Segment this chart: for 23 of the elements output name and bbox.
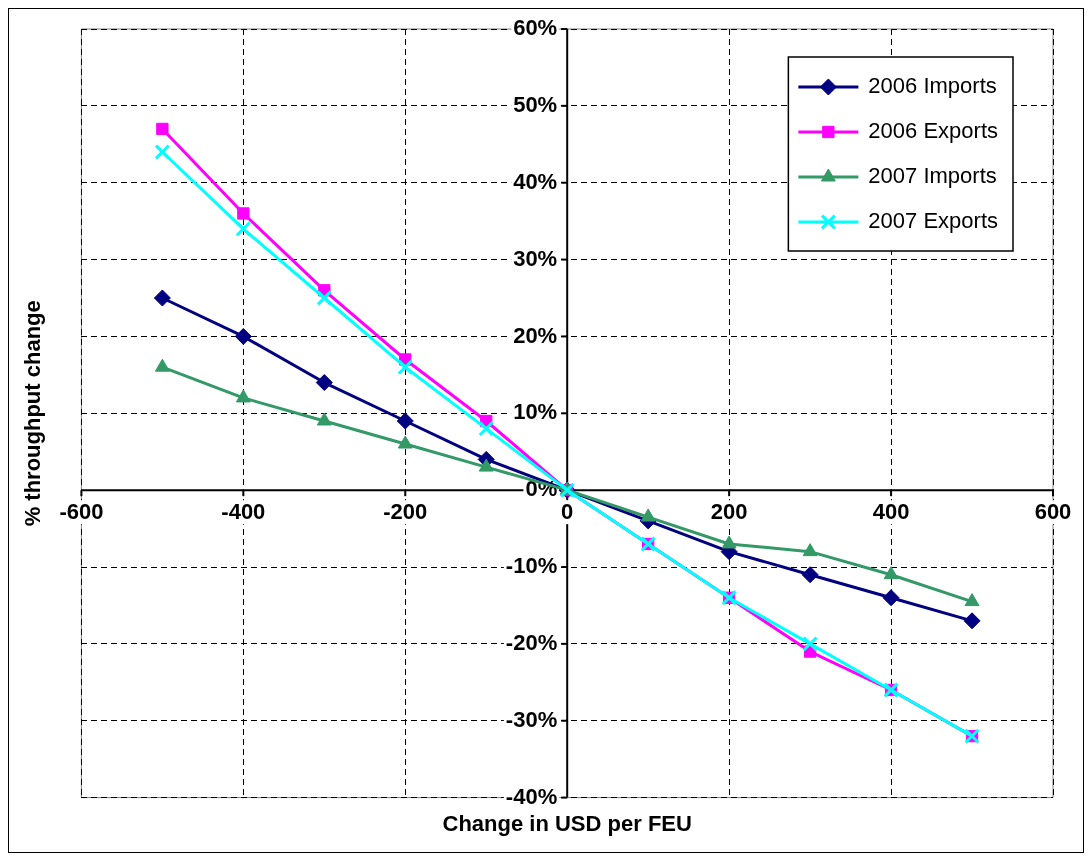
- x-tick-label: 200: [710, 499, 748, 525]
- y-tick-label: 50%: [513, 91, 558, 117]
- y-tick-label: -10%: [505, 553, 558, 579]
- legend-label: 2006 Exports: [868, 118, 998, 144]
- y-tick-label: 20%: [513, 322, 558, 348]
- x-tick-label: -400: [221, 499, 266, 525]
- x-tick-label: -600: [59, 499, 104, 525]
- x-axis-title: Change in USD per FEU: [442, 810, 692, 836]
- x-tick-label: 0: [561, 499, 574, 525]
- y-tick-label: -30%: [505, 706, 558, 732]
- y-tick-label: 30%: [513, 245, 558, 271]
- y-tick-label: 10%: [513, 399, 558, 425]
- x-tick-label: 400: [872, 499, 910, 525]
- legend-label: 2007 Exports: [868, 208, 998, 234]
- legend-label: 2006 Imports: [868, 73, 997, 99]
- x-tick-label: 600: [1034, 499, 1072, 525]
- y-axis-title: % throughput change: [20, 300, 46, 527]
- legend-label: 2007 Imports: [868, 163, 997, 189]
- y-tick-label: -20%: [505, 629, 558, 655]
- y-tick-label: 60%: [513, 15, 558, 41]
- y-tick-label: 40%: [513, 168, 558, 194]
- y-tick-label: -40%: [505, 783, 558, 809]
- x-tick-label: -200: [383, 499, 428, 525]
